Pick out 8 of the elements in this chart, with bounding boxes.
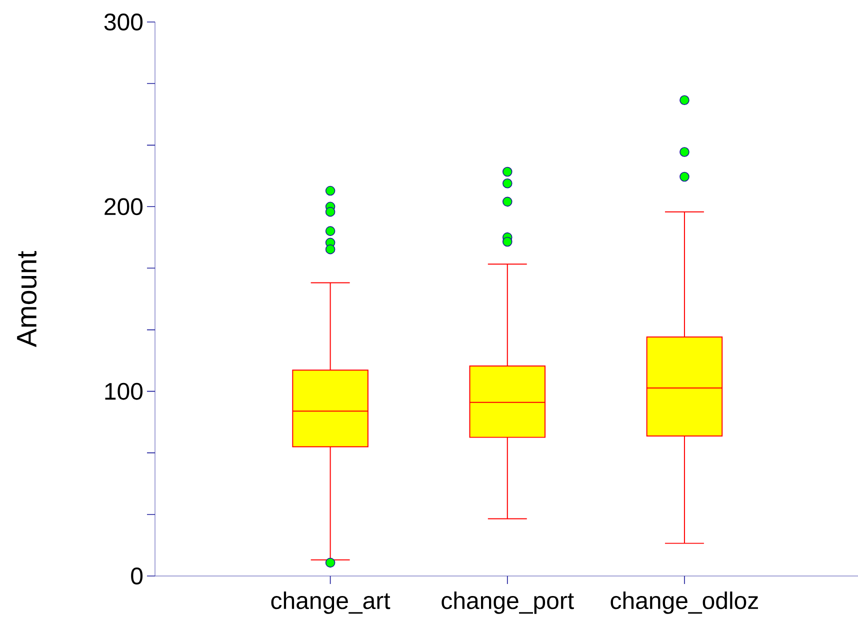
y-tick-label: 200 xyxy=(104,198,143,216)
y-tick-label: 100 xyxy=(105,382,143,400)
y-axis-title: Amount xyxy=(17,250,37,348)
x-tick-label: change_port xyxy=(442,592,574,614)
y-tick-label: 0 xyxy=(131,567,143,584)
y-tick-label: 300 xyxy=(104,13,143,30)
x-tick-label: change_art xyxy=(271,592,390,614)
x-tick-label: change_odloz xyxy=(610,592,758,614)
